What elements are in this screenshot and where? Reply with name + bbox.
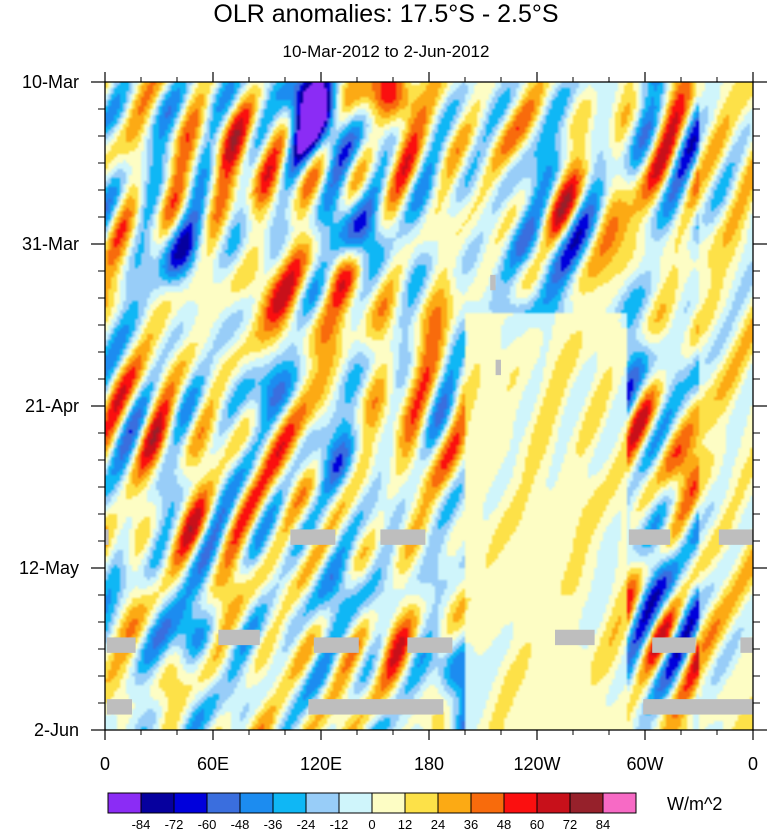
missing-data-bar — [490, 274, 496, 291]
missing-data-bar — [106, 699, 132, 715]
olr-anomaly-field — [105, 82, 753, 730]
missing-data-bar — [495, 359, 501, 376]
colorbar-swatch — [305, 792, 340, 814]
missing-data-layer — [105, 274, 753, 715]
colorbar-swatch — [107, 792, 142, 814]
missing-data-bar — [106, 637, 136, 653]
colorbar-swatch — [470, 792, 505, 814]
colorbar-label: -36 — [264, 817, 283, 830]
colorbar-label: 60 — [530, 817, 544, 830]
y-tick-label: 2-Jun — [34, 720, 79, 740]
colorbar-swatch — [239, 792, 274, 814]
x-tick-label: 60E — [197, 754, 229, 774]
colorbar-label: 72 — [563, 817, 577, 830]
colorbar-units: W/m^2 — [667, 794, 723, 814]
axes-layer: 0 60E 120E 180 120W 60W 0 10-Mar 31-Mar 21-Apr 12-… — [19, 72, 767, 774]
missing-data-bar — [740, 637, 753, 653]
colorbar-swatch — [140, 792, 175, 814]
missing-data-bar — [407, 637, 453, 653]
y-tick-label: 12-May — [19, 558, 79, 578]
colorbar-swatch — [569, 792, 604, 814]
y-tick-label: 31-Mar — [22, 234, 79, 254]
chart-subtitle: 10-Mar-2012 to 2-Jun-2012 — [282, 42, 490, 61]
colorbar-swatch — [173, 792, 208, 814]
colorbar-label: -72 — [165, 817, 184, 830]
colorbar-label: -48 — [231, 817, 250, 830]
colorbar-label: 0 — [368, 817, 375, 830]
colorbar-swatch — [437, 792, 472, 814]
x-tick-label: 180 — [414, 754, 444, 774]
colorbar-swatch — [371, 792, 406, 814]
colorbar-swatch — [272, 792, 307, 814]
colorbar-label: 36 — [464, 817, 478, 830]
x-tick-label: 120E — [300, 754, 342, 774]
colorbar-swatch — [602, 792, 637, 814]
missing-data-bar — [313, 637, 359, 653]
y-tick-label: 21-Apr — [25, 396, 79, 416]
colorbar-label: 48 — [497, 817, 511, 830]
x-tick-label: 60W — [626, 754, 663, 774]
colorbar-swatch — [206, 792, 241, 814]
colorbar-label: 12 — [398, 817, 412, 830]
missing-data-bar — [290, 529, 336, 545]
missing-data-bar — [105, 529, 109, 545]
missing-data-bar — [643, 699, 753, 715]
colorbar-label: 24 — [431, 817, 445, 830]
missing-data-bar — [308, 699, 444, 715]
x-tick-label: 0 — [100, 754, 110, 774]
missing-data-bar — [718, 529, 753, 545]
colorbar-label: -84 — [132, 817, 151, 830]
colorbar-label: -12 — [330, 817, 349, 830]
colorbar-label: -60 — [198, 817, 217, 830]
colorbar: -84 -72 -60 -48 -36 -24 -12 0 12 24 36 48 60 72 84 — [107, 792, 637, 830]
x-tick-label: 120W — [513, 754, 560, 774]
missing-data-bar — [218, 629, 260, 646]
missing-data-bar — [652, 637, 696, 653]
colorbar-swatch — [338, 792, 373, 814]
y-tick-label: 10-Mar — [22, 72, 79, 92]
missing-data-bar — [628, 529, 671, 545]
colorbar-swatch — [503, 792, 538, 814]
x-tick-label: 0 — [748, 754, 758, 774]
chart-title: OLR anomalies: 17.5°S - 2.5°S — [213, 0, 559, 28]
missing-data-bar — [555, 629, 595, 646]
plot-area — [105, 82, 753, 730]
colorbar-swatch — [404, 792, 439, 814]
colorbar-label: -24 — [297, 817, 316, 830]
colorbar-swatch — [536, 792, 571, 814]
colorbar-label: 84 — [596, 817, 610, 830]
missing-data-bar — [380, 529, 426, 545]
